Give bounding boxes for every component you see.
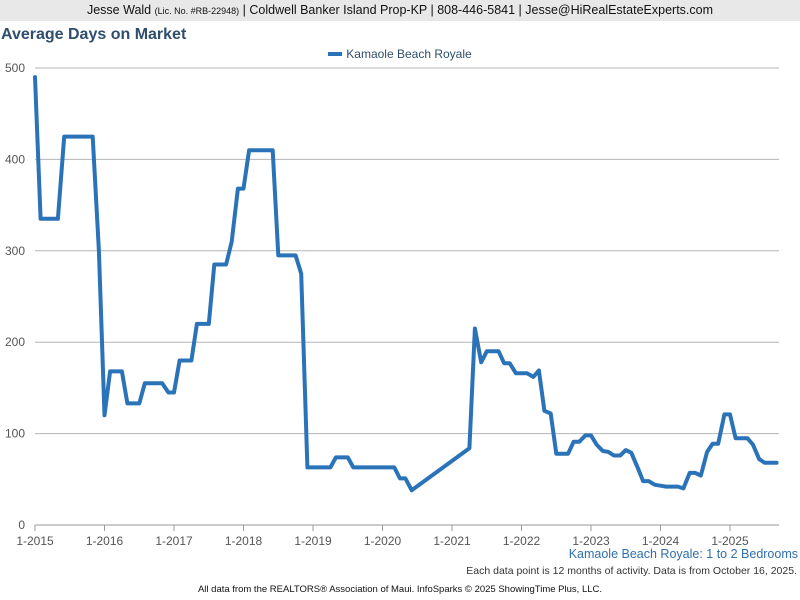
agent-contact-info: | Coldwell Banker Island Prop-KP | 808-4… bbox=[242, 3, 713, 17]
agent-license: (Lic. No. #RB-22948) bbox=[154, 6, 240, 16]
y-axis-ticks: 0 100 200 300 400 500 bbox=[5, 61, 25, 532]
x-tick-label: 1-2020 bbox=[364, 534, 402, 548]
series-lines bbox=[33, 75, 779, 493]
x-tick-label: 1-2016 bbox=[86, 534, 124, 548]
chart-subtitle: Kamaole Beach Royale: 1 to 2 Bedrooms bbox=[568, 547, 798, 561]
x-tick-label: 1-2022 bbox=[503, 534, 541, 548]
y-tick-label: 400 bbox=[5, 152, 25, 166]
y-tick-label: 0 bbox=[18, 518, 25, 532]
agent-name: Jesse Wald bbox=[86, 3, 152, 17]
legend[interactable]: Kamaole Beach Royale bbox=[0, 47, 800, 61]
chart-title: Average Days on Market bbox=[1, 26, 187, 43]
series-line-0[interactable] bbox=[33, 75, 779, 493]
y-tick-label: 300 bbox=[5, 244, 25, 258]
x-tick-label: 1-2023 bbox=[572, 534, 610, 548]
legend-swatch bbox=[328, 51, 343, 56]
footer-attribution: All data from the REALTORS® Association … bbox=[197, 584, 603, 595]
x-tick-label: 1-2017 bbox=[155, 534, 193, 548]
x-tick-label: 1-2015 bbox=[16, 534, 54, 548]
axes bbox=[34, 524, 779, 531]
y-tick-label: 200 bbox=[5, 335, 25, 349]
y-tick-label: 500 bbox=[5, 61, 25, 75]
x-tick-label: 1-2018 bbox=[225, 534, 263, 548]
x-tick-label: 1-2019 bbox=[294, 534, 332, 548]
data-note: Each data point is 12 months of activity… bbox=[466, 565, 797, 577]
x-tick-label: 1-2021 bbox=[433, 534, 471, 548]
x-axis-ticks: 1-2015 1-2016 1-2017 1-2018 1-2019 1-2020 1-20… bbox=[16, 534, 749, 548]
legend-label: Kamaole Beach Royale bbox=[346, 47, 472, 61]
agent-header: Jesse Wald (Lic. No. #RB-22948) | Coldwe… bbox=[0, 0, 800, 21]
gridlines bbox=[35, 67, 779, 435]
x-tick-label: 1-2025 bbox=[711, 534, 749, 548]
y-tick-label: 100 bbox=[5, 427, 25, 441]
x-tick-label: 1-2024 bbox=[642, 534, 680, 548]
